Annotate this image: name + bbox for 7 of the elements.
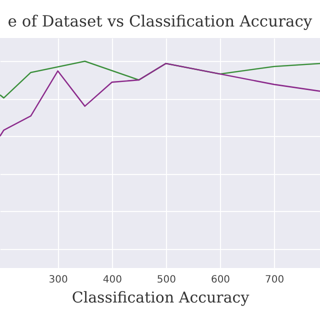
x-tick-label: 300 (48, 274, 68, 286)
chart-title: e of Dataset vs Classification Accuracy (8, 12, 312, 30)
x-tick-label: 700 (265, 274, 284, 286)
x-axis-title: Classification Accuracy (72, 288, 250, 306)
x-tick-label: 600 (210, 274, 230, 286)
x-tick-label: 500 (156, 274, 176, 286)
x-tick-label: 400 (102, 274, 122, 286)
